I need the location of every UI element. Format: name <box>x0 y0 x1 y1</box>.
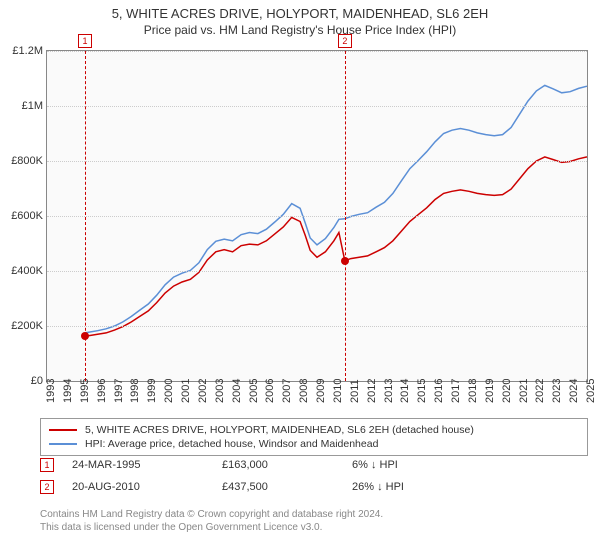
x-axis-label: 2024 <box>558 357 574 381</box>
chart-container: { "title_line1":"5, WHITE ACRES DRIVE, H… <box>0 0 600 560</box>
page-title: 5, WHITE ACRES DRIVE, HOLYPORT, MAIDENHE… <box>0 0 600 21</box>
x-axis-label: 2012 <box>355 357 371 381</box>
gridline-h <box>47 51 587 52</box>
gridline-h <box>47 216 587 217</box>
x-axis-label: 1998 <box>119 357 135 381</box>
x-axis-label: 2004 <box>220 357 236 381</box>
gridline-h <box>47 161 587 162</box>
x-axis-label: 2022 <box>524 357 540 381</box>
legend-box: 5, WHITE ACRES DRIVE, HOLYPORT, MAIDENHE… <box>40 418 588 456</box>
x-axis-label: 2023 <box>541 357 557 381</box>
legend-row: HPI: Average price, detached house, Wind… <box>49 437 579 451</box>
y-axis-label: £200K <box>11 320 47 332</box>
x-axis-label: 2020 <box>490 357 506 381</box>
x-axis-label: 2003 <box>204 357 220 381</box>
x-axis-label: 2001 <box>170 357 186 381</box>
legend-row: 5, WHITE ACRES DRIVE, HOLYPORT, MAIDENHE… <box>49 423 579 437</box>
x-axis-label: 2002 <box>187 357 203 381</box>
x-axis-label: 2008 <box>288 357 304 381</box>
x-axis-label: 1996 <box>85 357 101 381</box>
x-axis-label: 2011 <box>339 357 355 381</box>
legend-label: 5, WHITE ACRES DRIVE, HOLYPORT, MAIDENHE… <box>85 424 474 436</box>
x-axis-label: 2000 <box>153 357 169 381</box>
x-axis-label: 2019 <box>474 357 490 381</box>
sale-marker: 2 <box>40 480 54 494</box>
x-axis-label: 2005 <box>237 357 253 381</box>
legend-label: HPI: Average price, detached house, Wind… <box>85 438 378 450</box>
x-axis-label: 2018 <box>457 357 473 381</box>
gridline-h <box>47 106 587 107</box>
x-axis-label: 2021 <box>507 357 523 381</box>
x-axis-label: 2009 <box>305 357 321 381</box>
sale-delta: 26% ↓ HPI <box>352 481 404 493</box>
x-axis-label: 2016 <box>423 357 439 381</box>
x-axis-label: 1993 <box>35 357 51 381</box>
sale-row: 2 20-AUG-2010£437,50026% ↓ HPI <box>40 480 588 494</box>
x-axis-label: 2006 <box>254 357 270 381</box>
sale-marker: 1 <box>78 34 92 48</box>
sale-date: 20-AUG-2010 <box>72 481 222 493</box>
gridline-h <box>47 326 587 327</box>
y-axis-label: £600K <box>11 210 47 222</box>
series-price_paid <box>85 157 587 336</box>
series-hpi <box>85 85 587 333</box>
sale-price: £163,000 <box>222 459 352 471</box>
footer-line-1: Contains HM Land Registry data © Crown c… <box>40 508 588 521</box>
chart-plot-area: £0£200K£400K£600K£800K£1M£1.2M1993199419… <box>46 50 588 382</box>
legend-swatch <box>49 443 77 445</box>
x-axis-label: 2014 <box>389 357 405 381</box>
y-axis-label: £1.2M <box>12 45 47 57</box>
x-axis-label: 1995 <box>69 357 85 381</box>
x-axis-label: 2025 <box>575 357 591 381</box>
x-axis-label: 2010 <box>322 357 338 381</box>
x-axis-label: 1999 <box>136 357 152 381</box>
x-axis-label: 2017 <box>440 357 456 381</box>
sale-point <box>341 257 349 265</box>
sale-date: 24-MAR-1995 <box>72 459 222 471</box>
x-axis-label: 2015 <box>406 357 422 381</box>
sale-row: 1 24-MAR-1995£163,0006% ↓ HPI <box>40 458 588 472</box>
sale-delta: 6% ↓ HPI <box>352 459 398 471</box>
legend-swatch <box>49 429 77 431</box>
x-axis-label: 1997 <box>102 357 118 381</box>
sale-price: £437,500 <box>222 481 352 493</box>
y-axis-label: £800K <box>11 155 47 167</box>
sale-point <box>81 332 89 340</box>
y-axis-label: £400K <box>11 265 47 277</box>
footer-line-2: This data is licensed under the Open Gov… <box>40 521 588 534</box>
sale-marker: 2 <box>338 34 352 48</box>
sale-marker: 1 <box>40 458 54 472</box>
x-axis-label: 2007 <box>271 357 287 381</box>
marker-line <box>345 51 346 381</box>
y-axis-label: £1M <box>22 100 47 112</box>
x-axis-label: 2013 <box>372 357 388 381</box>
x-axis-label: 1994 <box>52 357 68 381</box>
footer-attribution: Contains HM Land Registry data © Crown c… <box>40 508 588 534</box>
gridline-h <box>47 271 587 272</box>
